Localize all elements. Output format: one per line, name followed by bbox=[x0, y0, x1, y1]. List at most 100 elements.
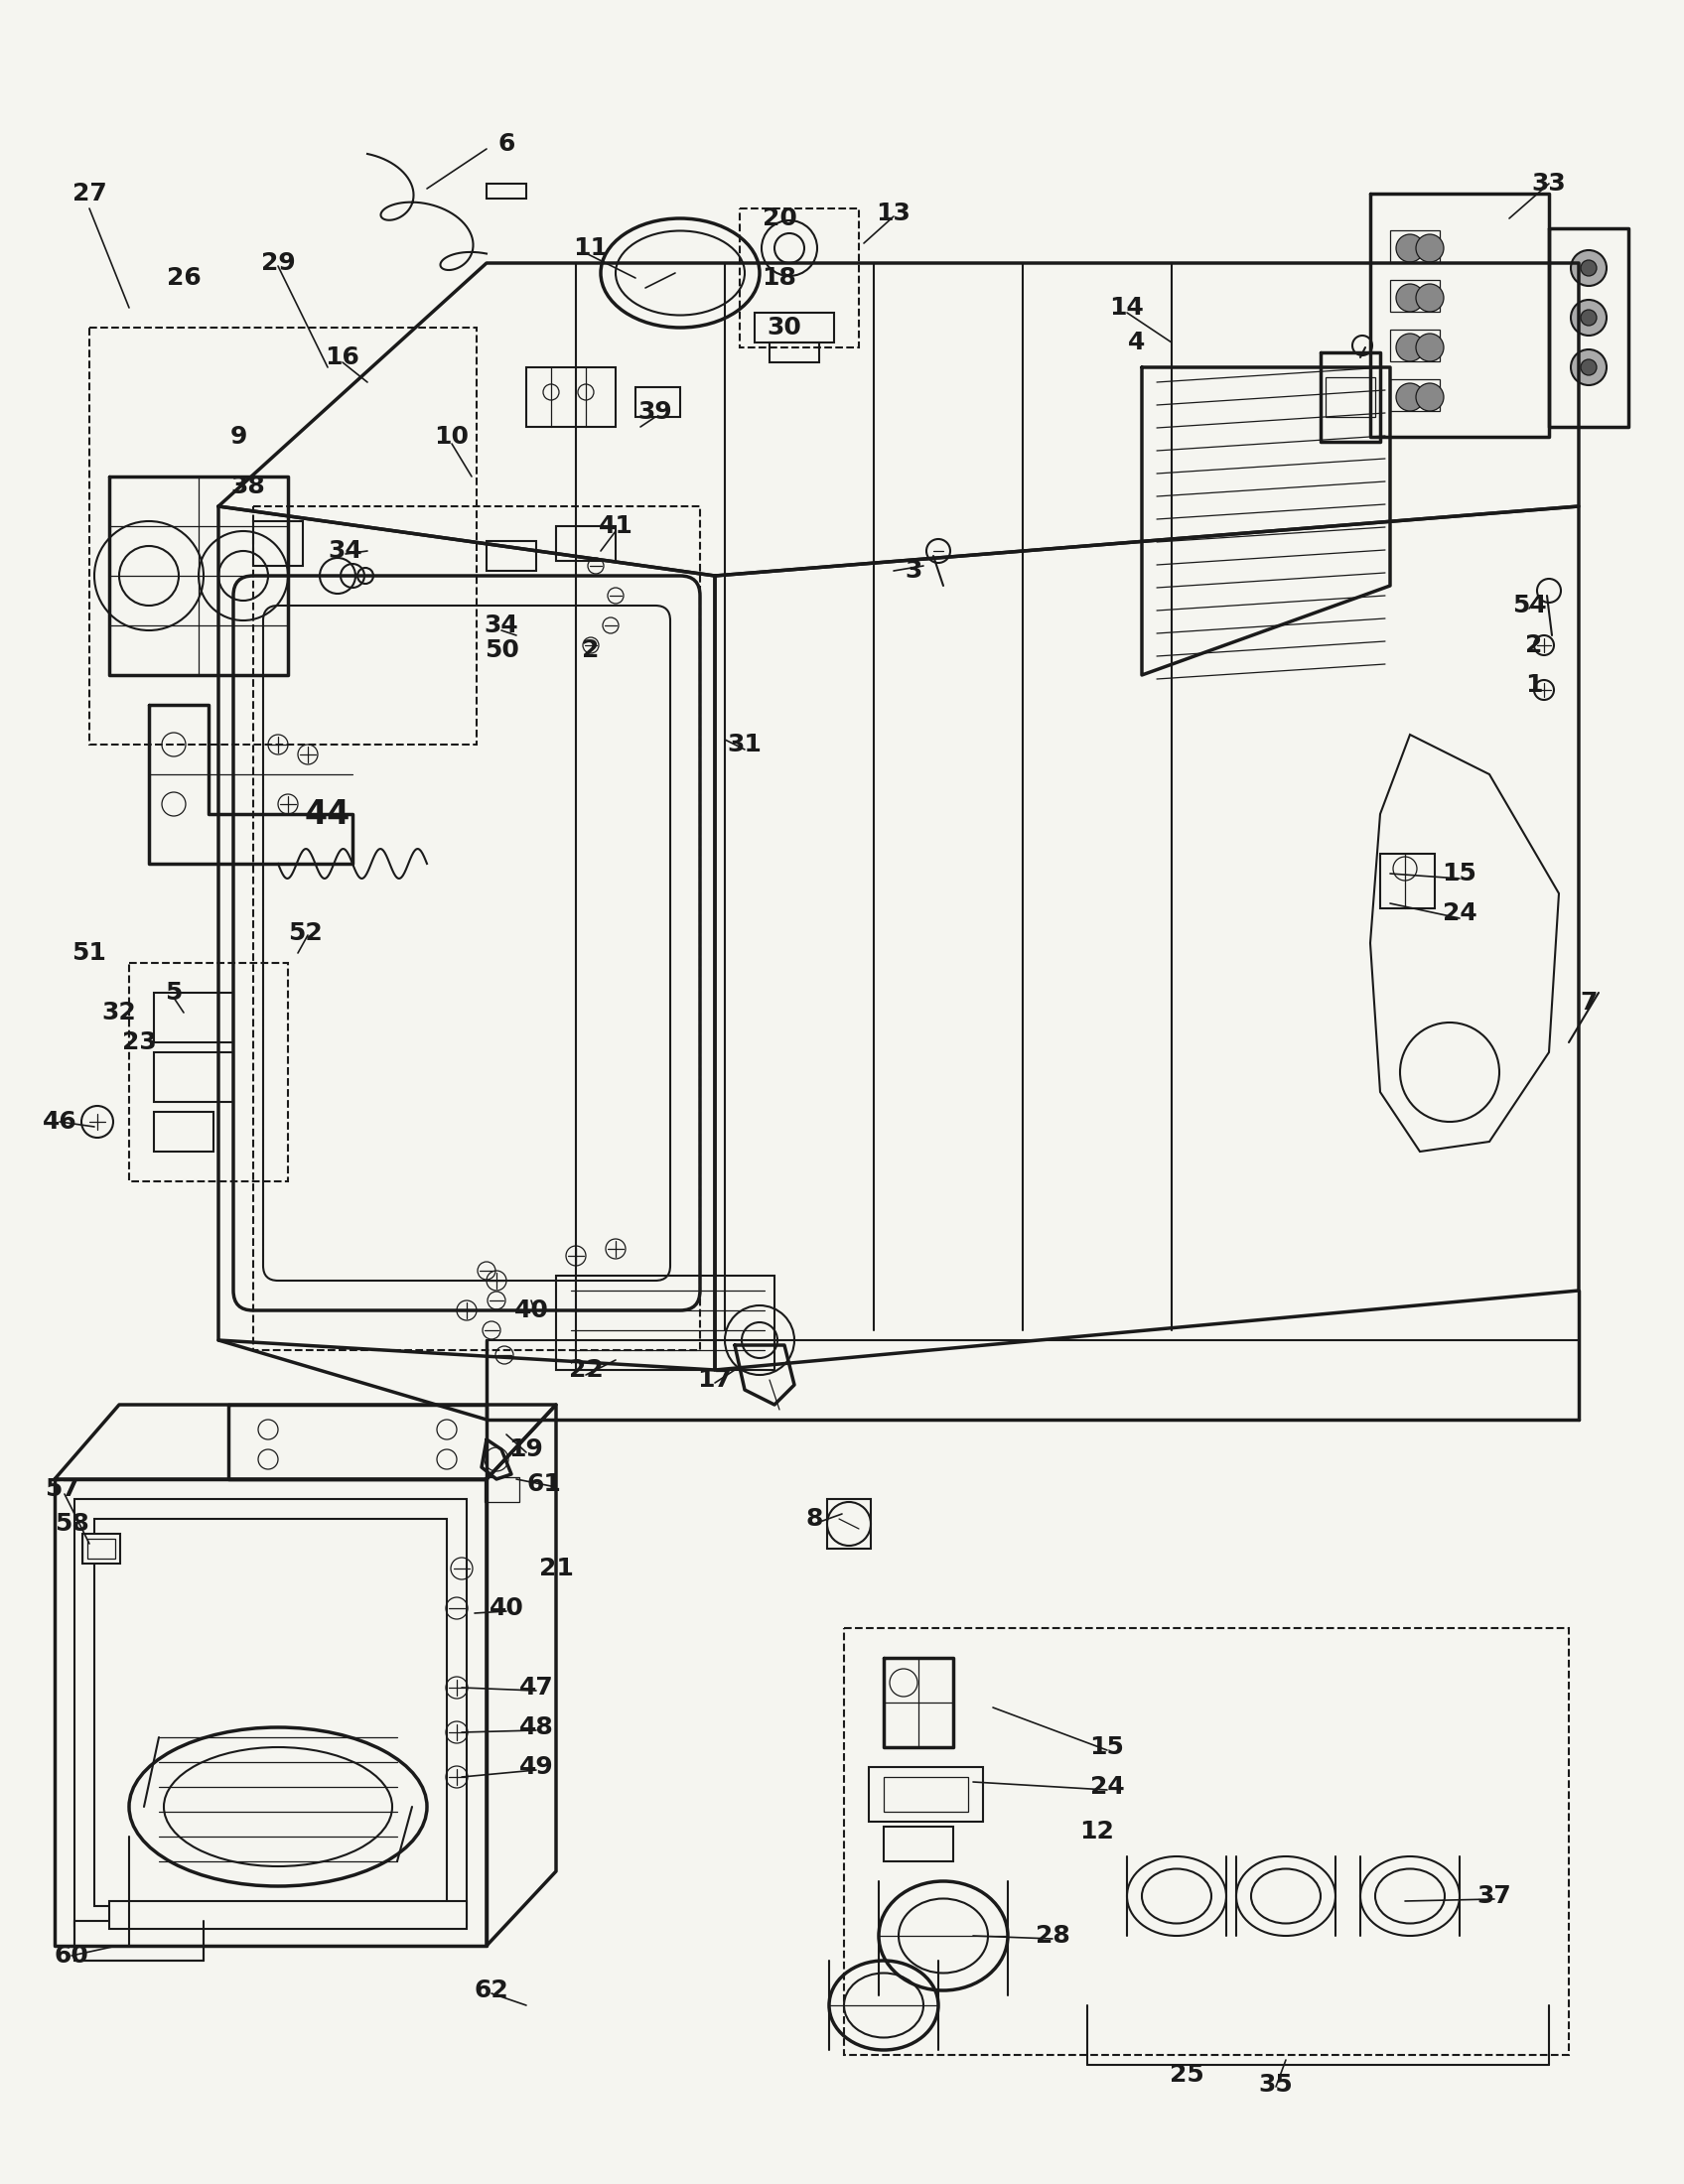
Text: 14: 14 bbox=[1110, 295, 1145, 319]
Text: 21: 21 bbox=[539, 1557, 573, 1581]
Bar bbox=[487, 183, 525, 199]
Text: 50: 50 bbox=[483, 638, 519, 662]
Text: 37: 37 bbox=[1477, 1885, 1512, 1909]
Bar bbox=[94, 1518, 446, 1907]
Bar bbox=[487, 542, 536, 570]
Bar bbox=[153, 994, 234, 1042]
Bar bbox=[770, 343, 818, 363]
Text: 32: 32 bbox=[103, 1000, 136, 1024]
Text: 18: 18 bbox=[763, 266, 797, 290]
Text: 22: 22 bbox=[569, 1358, 603, 1382]
Circle shape bbox=[1396, 334, 1425, 360]
Text: 24: 24 bbox=[1443, 902, 1477, 926]
Text: 58: 58 bbox=[54, 1511, 89, 1535]
Text: 35: 35 bbox=[1258, 2073, 1293, 2097]
Text: 26: 26 bbox=[167, 266, 200, 290]
Text: 5: 5 bbox=[165, 981, 182, 1005]
Bar bbox=[88, 1540, 115, 1559]
Circle shape bbox=[1396, 284, 1425, 312]
Text: 16: 16 bbox=[325, 345, 360, 369]
Bar bbox=[844, 1627, 1569, 2055]
Bar bbox=[556, 1275, 775, 1369]
Circle shape bbox=[1571, 349, 1607, 384]
Text: 6: 6 bbox=[498, 131, 515, 155]
Bar bbox=[485, 1476, 519, 1503]
Circle shape bbox=[1416, 382, 1443, 411]
Text: 3: 3 bbox=[904, 559, 923, 583]
Circle shape bbox=[1581, 260, 1596, 275]
Text: 62: 62 bbox=[475, 1979, 509, 2003]
Bar bbox=[1325, 378, 1376, 417]
Bar bbox=[739, 207, 859, 347]
Text: 7: 7 bbox=[1580, 992, 1598, 1016]
Circle shape bbox=[1416, 234, 1443, 262]
Bar bbox=[884, 1778, 968, 1813]
Text: 46: 46 bbox=[42, 1109, 77, 1133]
Text: 30: 30 bbox=[768, 317, 802, 339]
Text: 57: 57 bbox=[44, 1476, 79, 1500]
Text: 34: 34 bbox=[485, 614, 519, 638]
Text: 15: 15 bbox=[1090, 1736, 1125, 1758]
Bar bbox=[1389, 229, 1440, 262]
Text: 39: 39 bbox=[638, 400, 672, 424]
Bar bbox=[89, 328, 477, 745]
Text: 11: 11 bbox=[574, 236, 608, 260]
Bar bbox=[153, 1112, 214, 1151]
Text: 54: 54 bbox=[1512, 594, 1546, 618]
Text: 41: 41 bbox=[598, 513, 633, 537]
Bar bbox=[74, 1922, 204, 1961]
Text: 49: 49 bbox=[519, 1756, 554, 1780]
Circle shape bbox=[1581, 360, 1596, 376]
Text: 25: 25 bbox=[1169, 2064, 1204, 2086]
Text: 17: 17 bbox=[697, 1367, 733, 1391]
Text: 60: 60 bbox=[54, 1944, 89, 1968]
Text: 1: 1 bbox=[1526, 673, 1543, 697]
Text: 33: 33 bbox=[1532, 173, 1566, 197]
Circle shape bbox=[1396, 382, 1425, 411]
Circle shape bbox=[1396, 234, 1425, 262]
Text: 4: 4 bbox=[1128, 330, 1145, 354]
Text: 51: 51 bbox=[72, 941, 106, 965]
Text: 28: 28 bbox=[1036, 1924, 1069, 1948]
Text: 8: 8 bbox=[805, 1507, 823, 1531]
Bar bbox=[869, 1767, 983, 1821]
Bar bbox=[253, 522, 303, 566]
Text: 15: 15 bbox=[1442, 863, 1477, 885]
Text: 24: 24 bbox=[1090, 1776, 1125, 1800]
Text: 10: 10 bbox=[434, 426, 470, 448]
Bar bbox=[1381, 854, 1435, 909]
Bar bbox=[83, 1533, 120, 1564]
Text: 2: 2 bbox=[583, 638, 600, 662]
Text: 29: 29 bbox=[261, 251, 295, 275]
Bar bbox=[253, 507, 701, 1350]
Bar bbox=[109, 1900, 466, 1928]
Circle shape bbox=[1571, 299, 1607, 336]
Text: 19: 19 bbox=[509, 1437, 544, 1461]
Bar bbox=[884, 1826, 953, 1861]
Bar bbox=[635, 387, 680, 417]
Text: 13: 13 bbox=[876, 201, 911, 225]
Text: 20: 20 bbox=[763, 207, 797, 229]
Text: 52: 52 bbox=[288, 922, 322, 946]
Bar bbox=[754, 312, 834, 343]
Text: 23: 23 bbox=[121, 1031, 157, 1055]
Text: 27: 27 bbox=[72, 181, 106, 205]
Bar bbox=[525, 367, 616, 426]
Text: 40: 40 bbox=[488, 1597, 524, 1621]
Text: 48: 48 bbox=[519, 1714, 554, 1738]
Text: 38: 38 bbox=[231, 474, 266, 498]
Circle shape bbox=[1581, 310, 1596, 325]
Bar bbox=[74, 1498, 466, 1926]
Text: 12: 12 bbox=[1079, 1819, 1115, 1843]
Bar bbox=[827, 1498, 871, 1548]
Text: 2: 2 bbox=[1526, 633, 1543, 657]
Text: 34: 34 bbox=[328, 539, 362, 563]
Text: 47: 47 bbox=[519, 1675, 554, 1699]
Text: 44: 44 bbox=[305, 797, 350, 830]
Text: 31: 31 bbox=[727, 732, 761, 756]
Bar bbox=[1389, 280, 1440, 312]
Circle shape bbox=[1416, 284, 1443, 312]
Bar bbox=[130, 963, 288, 1182]
Bar bbox=[153, 1053, 234, 1103]
Bar bbox=[556, 526, 616, 561]
